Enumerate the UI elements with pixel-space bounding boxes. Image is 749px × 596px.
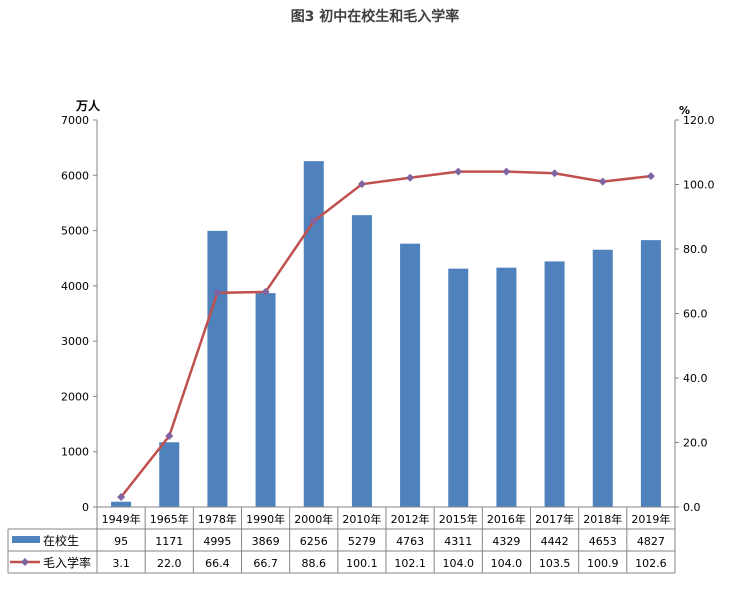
y2-tick-label: 60.0	[683, 308, 708, 321]
x-tick-label: 2019年	[631, 512, 670, 526]
chart-title: 图3 初中在校生和毛入学率	[291, 8, 460, 25]
data-label-line: 104.0	[443, 557, 475, 570]
data-label-line: 66.4	[205, 557, 230, 570]
data-label-line: 100.9	[587, 557, 619, 570]
data-label-bar: 5279	[348, 535, 376, 548]
line-marker	[309, 217, 318, 226]
x-tick-label: 2010年	[342, 512, 381, 526]
x-tick-label: 1978年	[198, 512, 237, 526]
legend-swatch-bar	[12, 536, 40, 543]
legend-label-bar: 在校生	[43, 533, 79, 548]
data-label-line: 66.7	[253, 557, 278, 570]
y2-tick-label: 100.0	[683, 179, 715, 192]
line-marker	[502, 167, 511, 176]
x-tick-label: 1949年	[102, 512, 141, 526]
data-label-bar: 6256	[300, 535, 328, 548]
bar	[496, 267, 517, 507]
x-tick-label: 1965年	[150, 512, 189, 526]
y2-tick-label: 80.0	[683, 243, 708, 256]
x-tick-label: 2015年	[439, 512, 478, 526]
bar	[303, 161, 324, 507]
x-tick-label: 2012年	[391, 512, 430, 526]
x-tick-label: 2016年	[487, 512, 526, 526]
y-tick-label: 5000	[61, 225, 89, 238]
legend-marker	[21, 558, 29, 566]
bar	[255, 293, 276, 507]
line-marker	[261, 287, 270, 296]
data-label-line: 22.0	[157, 557, 182, 570]
y-tick-label: 2000	[61, 390, 89, 403]
x-tick-label: 2000年	[294, 512, 333, 526]
line-marker	[406, 173, 415, 182]
y-tick-label: 1000	[61, 446, 89, 459]
line-marker	[550, 169, 559, 178]
data-label-bar: 4827	[637, 535, 665, 548]
y-tick-label: 6000	[61, 169, 89, 182]
x-tick-label: 2018年	[583, 512, 622, 526]
data-label-bar: 1171	[155, 535, 183, 548]
legend-label-line: 毛入学率	[43, 555, 91, 570]
bar	[207, 230, 228, 508]
bar	[111, 501, 132, 507]
data-label-line: 102.1	[394, 557, 426, 570]
data-label-bar: 4653	[589, 535, 617, 548]
data-label-line: 88.6	[302, 557, 327, 570]
y2-tick-label: 20.0	[683, 437, 708, 450]
line-marker	[598, 177, 607, 186]
line-marker	[165, 432, 174, 441]
line-marker	[646, 172, 655, 181]
line-series	[120, 170, 652, 498]
data-label-line: 102.6	[635, 557, 667, 570]
data-label-bar: 4311	[444, 535, 472, 548]
bar	[544, 261, 565, 507]
y2-tick-label: 0.0	[683, 501, 701, 514]
line-marker	[454, 167, 463, 176]
bar	[400, 243, 421, 508]
bar	[448, 268, 469, 507]
data-label-line: 3.1	[112, 557, 130, 570]
data-label-bar: 4329	[492, 535, 520, 548]
data-label-bar: 4763	[396, 535, 424, 548]
y-axis-label: 万人	[75, 98, 101, 113]
bar	[592, 249, 613, 508]
data-label-bar: 4995	[203, 535, 231, 548]
line-marker	[357, 180, 366, 189]
bar	[640, 240, 661, 507]
data-label-bar: 3869	[252, 535, 280, 548]
data-label-line: 100.1	[346, 557, 378, 570]
y-tick-label: 7000	[61, 114, 89, 127]
y-tick-label: 0	[82, 501, 89, 514]
bar	[351, 215, 372, 507]
y2-tick-label: 120.0	[683, 114, 715, 127]
y-tick-label: 4000	[61, 280, 89, 293]
y-tick-label: 3000	[61, 335, 89, 348]
y2-tick-label: 40.0	[683, 372, 708, 385]
data-label-bar: 4442	[541, 535, 569, 548]
line-marker	[213, 288, 222, 297]
x-tick-label: 2017年	[535, 512, 574, 526]
bar	[159, 442, 180, 507]
x-tick-label: 1990年	[246, 512, 285, 526]
line-marker	[117, 493, 126, 502]
data-label-line: 104.0	[491, 557, 523, 570]
y2-axis-label: %	[679, 104, 690, 117]
data-label-line: 103.5	[539, 557, 571, 570]
data-label-bar: 95	[114, 535, 128, 548]
